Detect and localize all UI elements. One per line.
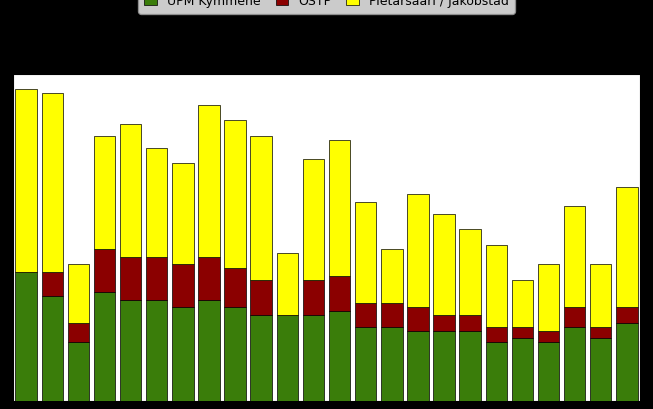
Bar bbox=[590, 339, 611, 401]
Bar bbox=[407, 194, 428, 307]
Bar bbox=[303, 315, 324, 401]
Bar bbox=[146, 257, 167, 299]
Bar bbox=[303, 160, 324, 280]
Bar bbox=[355, 202, 376, 303]
Bar bbox=[172, 163, 193, 265]
Bar bbox=[68, 323, 89, 342]
Bar bbox=[434, 214, 454, 315]
Bar bbox=[538, 265, 559, 331]
Bar bbox=[434, 331, 454, 401]
Bar bbox=[16, 272, 37, 401]
Bar bbox=[538, 342, 559, 401]
Bar bbox=[199, 105, 219, 257]
Bar bbox=[512, 280, 533, 327]
Bar bbox=[564, 206, 585, 307]
Bar bbox=[407, 307, 428, 331]
Bar bbox=[329, 140, 350, 276]
Bar bbox=[42, 296, 63, 401]
Bar bbox=[329, 311, 350, 401]
Bar bbox=[251, 280, 272, 315]
Bar bbox=[120, 257, 141, 299]
Bar bbox=[564, 307, 585, 327]
Bar bbox=[251, 315, 272, 401]
Bar bbox=[381, 303, 402, 327]
Bar bbox=[590, 265, 611, 327]
Bar bbox=[68, 342, 89, 401]
Bar bbox=[434, 315, 454, 331]
Bar bbox=[146, 299, 167, 401]
Bar bbox=[94, 249, 115, 292]
Bar bbox=[460, 229, 481, 315]
Legend: UPM Kymmene, OSTP, Pietarsaari / Jakobstad: UPM Kymmene, OSTP, Pietarsaari / Jakobst… bbox=[138, 0, 515, 14]
Bar bbox=[355, 303, 376, 327]
Bar bbox=[94, 136, 115, 249]
Bar bbox=[42, 272, 63, 296]
Bar bbox=[172, 265, 193, 307]
Bar bbox=[251, 136, 272, 280]
Bar bbox=[329, 276, 350, 311]
Bar bbox=[486, 327, 507, 342]
Bar bbox=[486, 245, 507, 327]
Bar bbox=[120, 299, 141, 401]
Bar bbox=[564, 327, 585, 401]
Bar bbox=[460, 315, 481, 331]
Bar bbox=[460, 331, 481, 401]
Bar bbox=[42, 93, 63, 272]
Bar bbox=[68, 265, 89, 323]
Bar bbox=[225, 120, 246, 268]
Bar bbox=[407, 331, 428, 401]
Bar bbox=[616, 323, 637, 401]
Bar bbox=[172, 307, 193, 401]
Bar bbox=[94, 292, 115, 401]
Bar bbox=[381, 327, 402, 401]
Bar bbox=[199, 257, 219, 299]
Bar bbox=[277, 315, 298, 401]
Bar bbox=[590, 327, 611, 339]
Bar bbox=[146, 148, 167, 257]
Bar bbox=[381, 249, 402, 303]
Bar bbox=[512, 339, 533, 401]
Bar bbox=[616, 307, 637, 323]
Bar bbox=[486, 342, 507, 401]
Bar bbox=[277, 253, 298, 315]
Bar bbox=[616, 187, 637, 307]
Bar bbox=[16, 89, 37, 272]
Bar bbox=[355, 327, 376, 401]
Bar bbox=[538, 331, 559, 342]
Bar bbox=[199, 299, 219, 401]
Bar bbox=[512, 327, 533, 339]
Bar bbox=[120, 124, 141, 257]
Bar bbox=[225, 307, 246, 401]
Bar bbox=[225, 268, 246, 307]
Bar bbox=[303, 280, 324, 315]
